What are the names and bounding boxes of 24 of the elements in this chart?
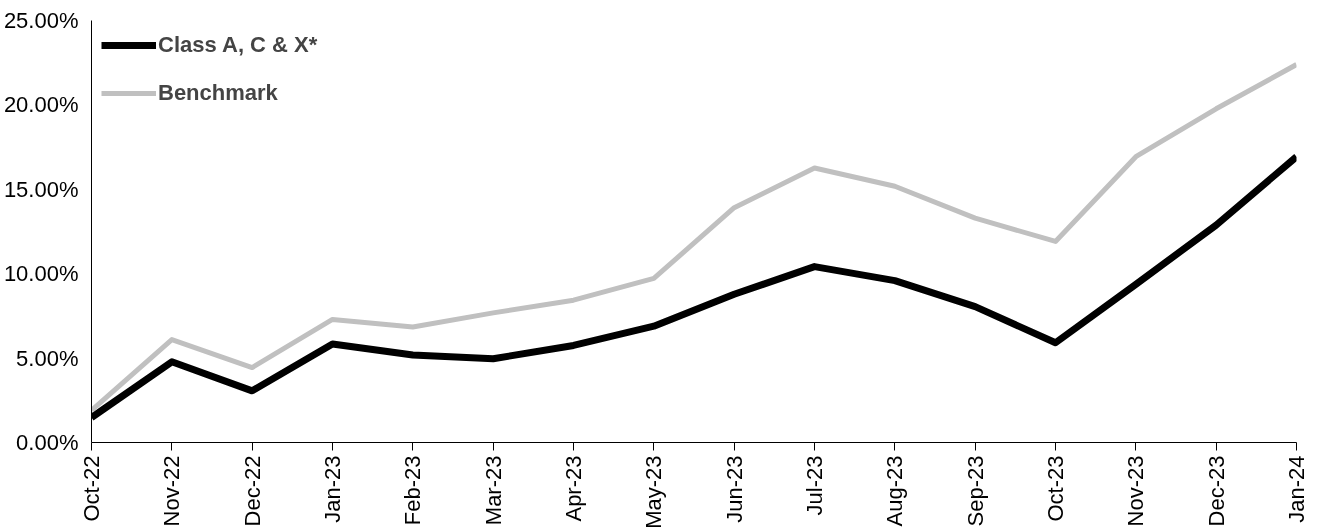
y-tick-label: 0.00%	[16, 430, 79, 455]
legend-label: Class A, C & X*	[158, 32, 318, 58]
x-tick-label: Oct-22	[79, 455, 104, 522]
y-tick-label: 20.00%	[3, 92, 79, 118]
x-tick-label: Oct-23	[1043, 455, 1068, 522]
x-tick-label: Dec-22	[239, 455, 265, 527]
y-tick-label: 25.00%	[3, 8, 79, 33]
x-tick-label: Aug-23	[882, 455, 908, 527]
y-tick-label: 5.00%	[16, 345, 79, 371]
y-tick-label: 10.00%	[3, 261, 79, 287]
x-tick-label: Feb-23	[400, 455, 426, 526]
x-tick-label: Dec-23	[1203, 455, 1229, 527]
x-tick-label: Jul-23	[802, 455, 827, 516]
x-tick-label: Apr-23	[561, 455, 586, 522]
x-tick-label: Nov-22	[159, 455, 185, 527]
y-tick-label: 15.00%	[3, 176, 79, 202]
x-tick-label: Sep-23	[962, 455, 988, 527]
legend-label: Benchmark	[158, 80, 278, 106]
x-tick-label: Jan-24	[1284, 455, 1309, 523]
x-tick-label: May-23	[641, 455, 667, 529]
x-tick-label: Mar-23	[480, 455, 506, 526]
x-tick-label: Jun-23	[721, 455, 747, 523]
x-tick-label: Nov-23	[1123, 455, 1149, 527]
x-tick-label: Jan-23	[320, 455, 345, 523]
